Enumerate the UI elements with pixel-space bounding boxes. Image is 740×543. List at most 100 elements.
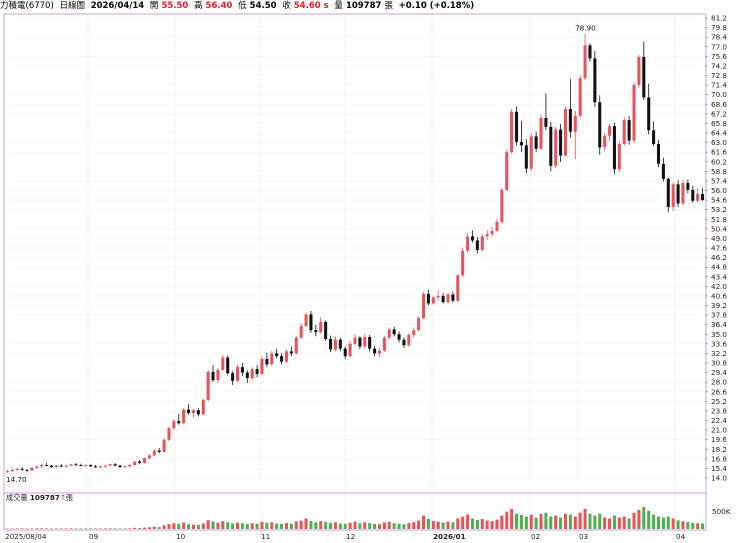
candle-body [133, 461, 137, 465]
candle-body [544, 117, 548, 127]
candle-body [284, 351, 288, 362]
candle-body [701, 193, 705, 201]
volume-bar [226, 522, 230, 529]
volume-bar [373, 524, 377, 529]
candle-body [294, 337, 298, 354]
volume-bar [377, 524, 381, 529]
y-tick-label: 30.8 [711, 359, 727, 368]
candle-body [289, 351, 293, 354]
volume-bar [598, 513, 602, 529]
volume-bar [470, 518, 474, 529]
y-tick-label: 32.2 [711, 349, 727, 358]
max-annotation: 78.90 [575, 24, 596, 33]
volume-bar [108, 528, 112, 529]
y-tick-label: 37.8 [711, 311, 727, 320]
volume-bar [20, 528, 24, 529]
candle-body [382, 337, 386, 351]
candle-body [142, 458, 147, 463]
quote-date: 2026/04/14 [90, 1, 145, 11]
candle-body [69, 464, 73, 466]
candle-body [123, 466, 127, 468]
candle-body [221, 357, 225, 370]
candle-body [671, 184, 675, 207]
volume-bar [392, 523, 396, 529]
candle-body [162, 439, 166, 452]
stock-name: 力積電(6770) [0, 1, 54, 11]
volume-bar [632, 512, 636, 529]
candle-body [45, 464, 49, 466]
volume-bar [275, 523, 279, 529]
y-tick-label: 49.0 [711, 234, 727, 243]
y-tick-label: 36.4 [711, 320, 727, 329]
change-value: +0.10 (+0.18%) [398, 1, 475, 11]
candle-body [470, 236, 474, 241]
volume-bar [172, 523, 176, 529]
candle-body [563, 109, 568, 156]
volume-bar [138, 527, 142, 529]
candle-body [608, 126, 612, 136]
volume-bar [152, 526, 156, 529]
candle-body [260, 358, 264, 374]
volume-bar [627, 518, 631, 529]
volume-bar [524, 516, 528, 529]
candle-body [392, 329, 396, 335]
candle-body [578, 78, 582, 116]
volume-bar [162, 525, 166, 529]
candle-body [309, 314, 313, 331]
volume-bar [368, 523, 372, 529]
volume-bar [329, 522, 333, 529]
y-tick-label: 68.6 [711, 100, 727, 109]
volume-bar [128, 528, 132, 529]
candle-body [368, 336, 372, 349]
volume-bar [608, 518, 612, 529]
candle-body [583, 45, 587, 79]
y-tick-label: 39.2 [711, 301, 727, 310]
y-tick-label: 51.8 [711, 215, 727, 224]
candle-body [84, 464, 88, 466]
candle-body [632, 85, 636, 141]
volume-bar [182, 522, 186, 529]
candle-body [5, 471, 9, 473]
volume-bar [485, 520, 489, 529]
volume-bar [216, 522, 220, 529]
candle-body [407, 334, 411, 346]
y-tick-label: 16.8 [711, 454, 727, 463]
candle-body [226, 357, 230, 374]
candle-body [138, 461, 142, 463]
y-tick-label: 58.8 [711, 167, 727, 176]
candle-body [59, 465, 63, 467]
volume-bar [612, 515, 616, 529]
candle-body [598, 102, 602, 148]
candle-body [666, 178, 670, 207]
y-tick-label: 46.2 [711, 253, 727, 262]
y-tick-label: 53.2 [711, 205, 727, 214]
volume-bar [593, 515, 597, 529]
volume-bar [284, 523, 288, 529]
candle-body [524, 145, 528, 169]
y-tick-label: 47.6 [711, 244, 727, 253]
y-tick-label: 19.6 [711, 435, 727, 444]
candle-body [617, 143, 621, 170]
volume-bar [221, 521, 225, 529]
y-tick-label: 78.4 [711, 33, 727, 42]
price-panel-frame [3, 13, 707, 494]
candle-body [216, 369, 220, 381]
y-tick-label: 40.6 [711, 291, 727, 300]
volume-panel-label: 成交量 109787↑張 [6, 493, 73, 502]
candle-body [275, 353, 279, 357]
open-value: 55.50 [161, 1, 189, 11]
y-tick-label: 33.6 [711, 339, 727, 348]
candle-body [206, 371, 210, 400]
candle-body [231, 373, 235, 381]
candle-body [49, 465, 54, 468]
candle-body [642, 57, 646, 98]
candle-body [74, 464, 78, 466]
volume-bar [240, 523, 244, 529]
volume-bar [412, 522, 416, 529]
up-arrow-icon: ↑ [60, 493, 66, 502]
volume-bar [54, 528, 58, 529]
y-tick-label: 23.8 [711, 406, 727, 415]
candle-body [40, 464, 44, 467]
volume-bar [426, 519, 430, 529]
